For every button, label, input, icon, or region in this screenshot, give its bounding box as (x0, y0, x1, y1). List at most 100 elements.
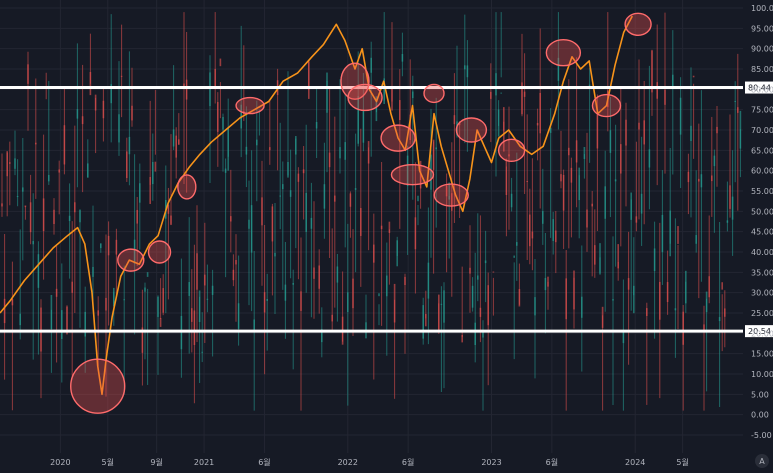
candle-body (594, 245, 596, 265)
candle-body (555, 230, 557, 243)
candle-body (360, 208, 362, 236)
candle-body (622, 330, 625, 344)
candle-body (53, 209, 55, 225)
candle-body (196, 253, 198, 290)
candle-body (248, 219, 250, 229)
candle-body (206, 298, 209, 300)
candle-body (279, 195, 281, 197)
time-axis: 2020 5월 9월 2021 6월 2022 6월 2023 6월 2024 5월 (50, 457, 689, 467)
candle-body (71, 281, 73, 293)
candle-body (448, 182, 450, 200)
annotation-circle (340, 62, 370, 100)
candle-body (76, 109, 79, 119)
candle-body (635, 216, 638, 223)
x-tick-label: 2023 (481, 458, 501, 467)
candle-body (139, 183, 141, 203)
candle-body (721, 282, 723, 290)
candle-body (422, 305, 424, 339)
candle-body (404, 276, 406, 286)
candle-body (235, 259, 237, 265)
candle-body (269, 147, 271, 151)
candle-body (672, 74, 674, 89)
candle-body (185, 79, 188, 100)
candle-body (516, 242, 518, 246)
candle-body (227, 127, 229, 171)
candle-body (653, 248, 656, 272)
y-tick-label: 45.00 (751, 228, 773, 237)
candle-body (427, 262, 430, 299)
candle-body (214, 68, 216, 88)
candle-body (35, 142, 37, 145)
candle-body (42, 198, 45, 232)
candle-body (731, 196, 734, 220)
y-tick-label: 5.00 (751, 390, 769, 399)
candle-body (414, 217, 417, 250)
candle-body (120, 75, 123, 77)
candle-body (370, 57, 372, 73)
candle-body (469, 267, 471, 274)
candle-body (136, 209, 138, 224)
candle-body (22, 187, 24, 192)
candle-body (412, 91, 414, 99)
candle-body (458, 122, 461, 126)
candle-body (568, 147, 570, 156)
annotation-circle (117, 248, 145, 272)
candle-body (687, 171, 690, 183)
candle-body (152, 162, 154, 185)
x-tick-label: 2024 (625, 458, 645, 467)
candle-body (503, 107, 505, 152)
x-tick-label: 6월 (258, 457, 270, 467)
candle-body (399, 100, 401, 121)
annotation-circle (177, 174, 197, 200)
candle-body (391, 88, 393, 111)
candle-body (188, 282, 190, 296)
candle-body (339, 147, 341, 159)
candle-body (347, 292, 349, 313)
candle-body (581, 296, 583, 318)
candle-body (620, 144, 622, 174)
candle-body (464, 65, 466, 70)
candle-body (266, 298, 268, 301)
candle-body (105, 297, 107, 311)
candle-body (679, 97, 682, 135)
horizontal-levels: 80.44 20.54 (0, 81, 773, 338)
candle-body (734, 100, 736, 102)
annotation-circle (70, 358, 126, 414)
candle-body (289, 190, 292, 197)
candle-body (245, 146, 248, 155)
candle-body (497, 109, 500, 137)
candle-body (492, 271, 495, 273)
y-tick-label: 10.00 (751, 370, 773, 379)
candle-body (321, 329, 323, 343)
candle-body (406, 155, 409, 187)
candle-body (94, 94, 97, 111)
candle-body (425, 313, 427, 327)
candle-body (318, 265, 320, 289)
y-tick-label: 95.00 (751, 24, 773, 33)
candlestick-series (1, 12, 742, 411)
candle-body (68, 215, 71, 221)
y-tick-label: 55.00 (751, 187, 773, 196)
candle-body (274, 252, 276, 257)
candle-body (513, 255, 515, 258)
candle-body (560, 174, 562, 182)
annotation-circle (545, 39, 582, 67)
candle-body (711, 175, 713, 182)
candle-body (232, 269, 235, 281)
candle-body (739, 110, 742, 149)
candle-body (726, 220, 729, 223)
candle-body (16, 195, 19, 197)
candle-body (685, 270, 687, 304)
candle-body (562, 174, 565, 211)
x-tick-label: 6월 (402, 457, 414, 467)
y-tick-label: -5.00 (751, 431, 772, 440)
candle-body (149, 176, 151, 204)
candle-body (178, 139, 180, 145)
candle-body (222, 116, 224, 130)
candle-body (326, 72, 328, 113)
candle-body (388, 221, 391, 233)
candle-body (66, 306, 68, 335)
time-axis-button[interactable]: A (755, 454, 769, 468)
candle-body (167, 204, 170, 214)
candle-body (349, 193, 352, 207)
